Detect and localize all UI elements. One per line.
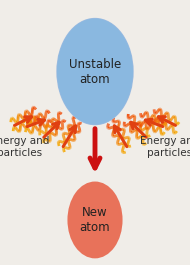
Circle shape	[90, 65, 100, 78]
Text: Energy and
particles: Energy and particles	[0, 136, 50, 158]
Circle shape	[76, 45, 114, 98]
Circle shape	[86, 58, 104, 85]
Text: Energy and
particles: Energy and particles	[140, 136, 190, 158]
Circle shape	[67, 182, 123, 258]
Circle shape	[71, 38, 119, 105]
Circle shape	[57, 19, 133, 125]
Text: Unstable
atom: Unstable atom	[69, 58, 121, 86]
Circle shape	[81, 52, 109, 91]
Circle shape	[57, 19, 133, 125]
Circle shape	[62, 25, 128, 118]
Text: New
atom: New atom	[80, 206, 110, 234]
Circle shape	[66, 32, 124, 111]
